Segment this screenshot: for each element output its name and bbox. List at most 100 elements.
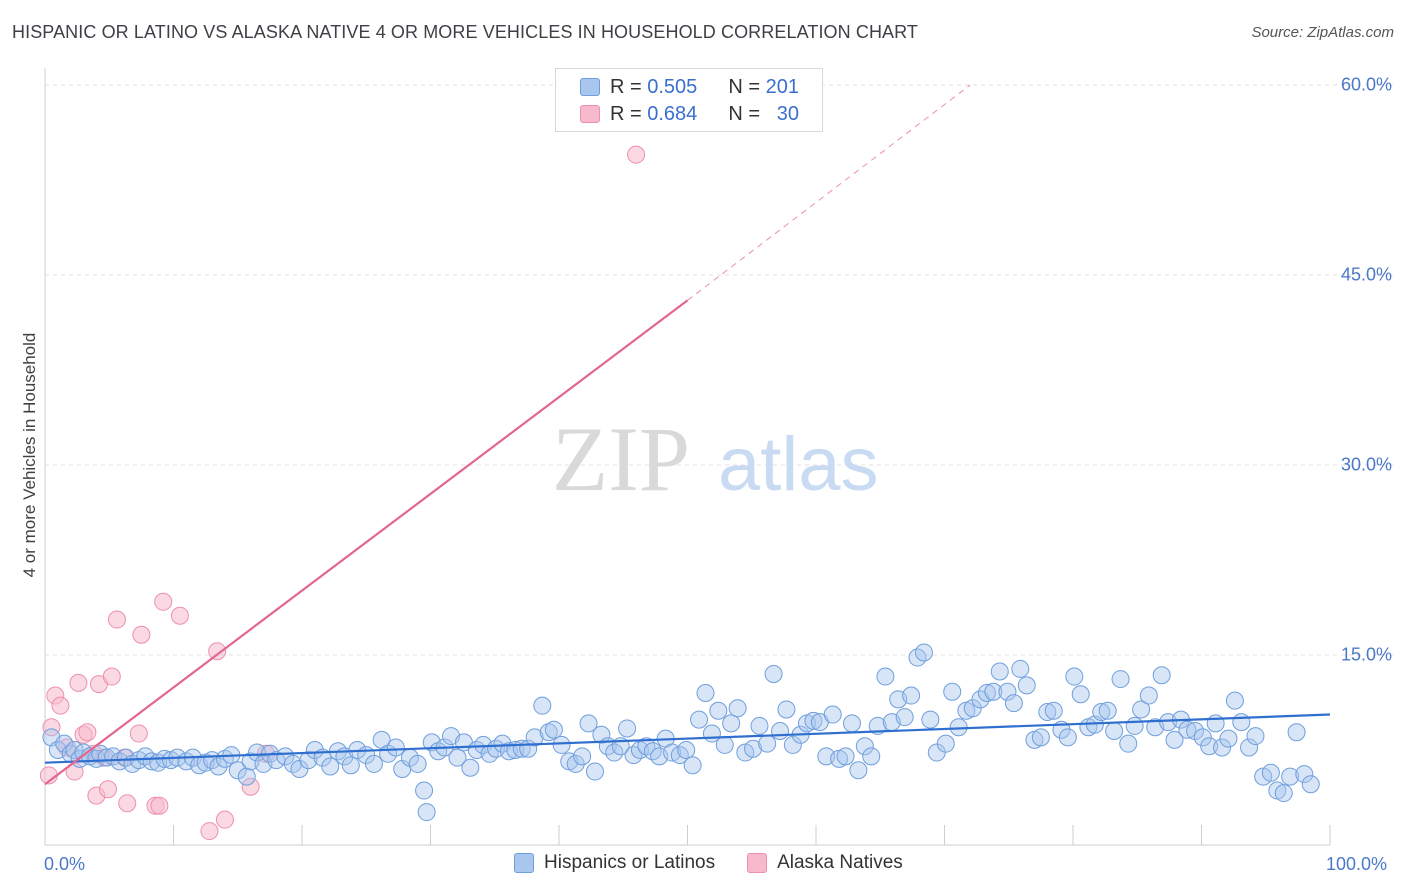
alaska-native-point	[241, 777, 260, 796]
hispanic-point	[823, 705, 842, 724]
hispanic-point	[1240, 738, 1259, 757]
alaska-trend-line	[44, 299, 689, 786]
hispanic-point	[771, 722, 790, 740]
n-value: 201	[765, 75, 799, 98]
legend-item-alaska: Alaska Natives	[747, 852, 903, 874]
alaska-native-point	[51, 696, 70, 715]
hispanic-point	[525, 728, 544, 747]
hispanic-point	[1132, 700, 1151, 719]
r-value: 0.505	[647, 75, 698, 98]
blue-swatch-icon	[580, 78, 600, 96]
hispanic-point	[836, 747, 855, 766]
hispanic-point	[1098, 701, 1117, 720]
hispanic-point	[1165, 730, 1184, 749]
hispanic-point	[408, 754, 427, 773]
hispanic-point	[1213, 738, 1232, 757]
y-tick-label: 45.0%	[1340, 264, 1392, 285]
hispanic-point	[1178, 720, 1197, 739]
hispanic-point	[1065, 667, 1084, 686]
hispanic-point	[1246, 727, 1265, 746]
alaska-native-point	[118, 794, 137, 813]
hispanic-point	[533, 696, 552, 715]
hispanic-point	[1031, 728, 1050, 747]
stats-row-blue: R = 0.505 N = 201	[580, 74, 799, 100]
r-label: R =	[610, 75, 642, 98]
hispanic-point	[804, 711, 823, 730]
hispanic-point	[849, 761, 868, 780]
watermark-zip: ZIP	[552, 408, 690, 510]
hispanic-point	[1105, 722, 1124, 740]
hispanic-point	[364, 754, 383, 773]
hispanic-point	[990, 662, 1009, 681]
alaska-native-point	[154, 592, 173, 611]
hispanic-point	[943, 682, 962, 701]
hispanic-point	[722, 714, 741, 733]
alaska-native-point	[69, 673, 88, 692]
alaska-native-point	[200, 822, 219, 841]
hispanic-point	[1301, 775, 1320, 794]
hispanic-point	[1111, 670, 1130, 689]
hispanic-point	[1071, 685, 1090, 704]
hispanic-point	[696, 684, 715, 702]
hispanic-point	[448, 748, 467, 767]
hispanic-point	[728, 699, 747, 718]
hispanics-points	[42, 643, 1320, 822]
hispanic-point	[998, 682, 1017, 701]
hispanic-point	[709, 701, 728, 720]
hispanic-point	[228, 761, 247, 780]
hispanic-point	[248, 743, 267, 762]
r-label: R =	[610, 102, 642, 125]
hispanic-point	[1152, 666, 1171, 685]
hispanic-point	[386, 738, 405, 757]
hispanic-point	[321, 757, 340, 776]
alaska-native-point	[42, 718, 61, 737]
hispanic-point	[677, 741, 696, 759]
x-tick-max: 100.0%	[1326, 854, 1388, 874]
hispanic-point	[1206, 714, 1225, 733]
hispanic-point	[744, 739, 763, 758]
legend-label-alaska: Alaska Natives	[777, 852, 903, 873]
hispanic-point	[690, 710, 709, 729]
hispanic-point	[585, 762, 604, 781]
y-tick-label: 60.0%	[1340, 74, 1392, 95]
hispanic-point	[209, 757, 228, 776]
hispanic-point	[417, 803, 436, 822]
hispanic-point	[914, 643, 933, 662]
hispanic-point	[544, 720, 563, 739]
hispanic-point	[764, 665, 783, 683]
y-tick-label: 30.0%	[1340, 454, 1392, 475]
hispanic-point	[1186, 722, 1205, 740]
hispanic-point	[1125, 716, 1144, 735]
hispanic-point	[921, 710, 940, 729]
hispanic-point	[276, 747, 295, 766]
legend-item-hispanics: Hispanics or Latinos	[514, 852, 715, 874]
hispanic-point	[868, 716, 887, 735]
hispanic-point	[936, 734, 955, 753]
hispanic-point	[305, 741, 324, 759]
hispanic-point	[1092, 703, 1111, 721]
alaska-native-point	[627, 145, 646, 164]
hispanic-point	[566, 754, 585, 773]
hispanic-point	[876, 667, 895, 686]
hispanic-point	[618, 719, 637, 738]
blue-square-icon	[514, 853, 534, 873]
alaska-native-point	[102, 667, 121, 686]
source-credit: Source: ZipAtlas.com	[1251, 24, 1394, 41]
n-label: N =	[728, 75, 761, 98]
hispanics-trend-line	[44, 713, 1331, 764]
hispanic-point	[862, 747, 881, 766]
hispanic-point	[783, 735, 802, 754]
hispanic-point	[1038, 703, 1057, 721]
hispanic-point	[341, 756, 360, 775]
hispanic-point	[1011, 659, 1030, 678]
axes	[44, 68, 1331, 846]
n-label: N =	[728, 102, 761, 125]
hispanic-point	[1281, 767, 1300, 786]
r-value: 0.684	[647, 102, 698, 125]
chart-title: HISPANIC OR LATINO VS ALASKA NATIVE 4 OR…	[12, 22, 919, 42]
watermark: ZIP atlas	[552, 408, 879, 510]
hispanic-point	[573, 747, 592, 766]
legend-label-hispanics: Hispanics or Latinos	[544, 852, 716, 873]
hispanic-point	[1274, 784, 1293, 803]
